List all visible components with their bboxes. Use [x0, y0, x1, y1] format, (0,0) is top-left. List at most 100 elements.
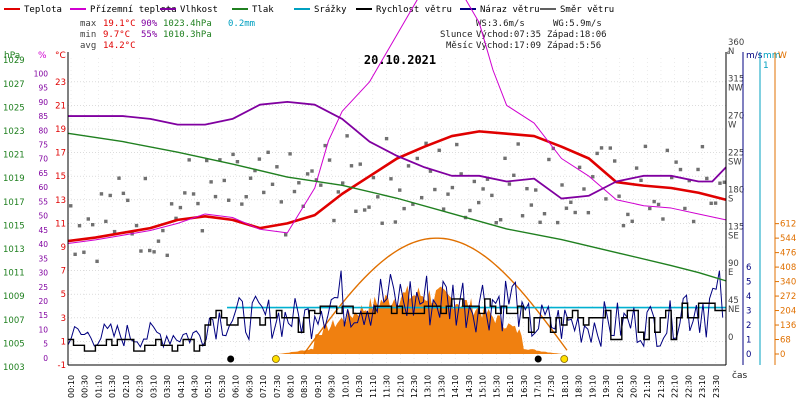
tick-humidity: 95 — [38, 84, 48, 93]
legend-label: Směr větru — [560, 5, 614, 15]
tick-time: 15:10 — [479, 375, 488, 398]
wind-direction-point — [288, 152, 292, 156]
wind-direction-point — [481, 187, 485, 191]
wind-direction-point — [231, 152, 235, 157]
wind-direction-point — [674, 160, 678, 164]
wind-direction-point — [560, 183, 564, 187]
wind-direction-point — [450, 185, 455, 190]
wind-direction-point — [512, 173, 516, 177]
wind-direction-point — [411, 202, 415, 206]
wind-direction-point — [534, 188, 538, 192]
tick-solar: 136 — [780, 321, 796, 331]
series-line-vlhkost — [68, 100, 727, 200]
tick-time: 05:30 — [218, 375, 227, 398]
wind-direction-point — [437, 148, 441, 153]
wind-direction-point — [191, 192, 196, 196]
tick-pressure: 1019 — [3, 174, 25, 184]
stats-block: max 19.1°C 90% 1023.4hPa 0.2mm min 9.7°C… — [80, 19, 255, 51]
wind-direction-point — [402, 206, 406, 211]
wind-direction-point — [305, 172, 310, 176]
wind-direction-point — [634, 166, 639, 170]
wind-direction-point — [152, 250, 156, 254]
tick-time: 05:10 — [204, 375, 213, 398]
wind-direction-point — [520, 214, 525, 218]
wind-direction-point — [148, 248, 152, 253]
tick-labels: -113579111315171921231003100510071009101… — [3, 38, 796, 398]
wind-direction-point — [564, 206, 569, 210]
tick-time: 16:30 — [520, 375, 529, 398]
wind-direction-point — [86, 217, 90, 221]
wind-direction-point — [670, 175, 674, 180]
tick-temperature: -1 — [58, 361, 66, 371]
tick-wind-speed: 3 — [746, 307, 751, 317]
wind-direction-point — [424, 141, 428, 146]
tick-solar: 476 — [780, 249, 796, 259]
tick-temperature: 11 — [55, 219, 66, 229]
tick-temperature: 19 — [55, 125, 66, 135]
tick-time: 20:10 — [616, 375, 625, 398]
wind-direction-point — [656, 202, 661, 207]
wind-direction-point — [134, 223, 139, 228]
tick-temperature: 21 — [55, 101, 66, 111]
tick-time: 01:30 — [108, 375, 117, 398]
tick-time: 22:10 — [671, 375, 680, 398]
wind-direction-point — [643, 144, 648, 149]
wind-direction-point — [82, 250, 86, 254]
tick-wind-dir: 135 — [728, 222, 744, 232]
wind-direction-point — [485, 177, 490, 181]
wind-direction-point — [713, 201, 718, 205]
tick-time: 00:30 — [81, 375, 90, 398]
tick-time: 23:10 — [698, 375, 707, 398]
tick-time: 09:30 — [328, 375, 337, 398]
legend-label: Teplota — [24, 5, 62, 15]
tick-time: 01:10 — [94, 375, 103, 398]
wind-direction-point — [332, 218, 336, 223]
tick-wind-speed: 6 — [746, 263, 751, 273]
tick-wind-speed: 1 — [746, 336, 751, 346]
tick-temperature: 9 — [61, 243, 66, 253]
tick-time: 19:30 — [602, 375, 611, 398]
wind-direction-point — [639, 178, 643, 183]
wind-direction-point — [310, 169, 314, 173]
wind-direction-point — [323, 143, 327, 148]
wind-direction-point — [279, 200, 284, 204]
tick-time: 23:30 — [712, 375, 721, 398]
wind-direction-point — [117, 176, 121, 180]
wind-direction-point — [433, 187, 437, 192]
tick-wind-speed: 2 — [746, 321, 751, 331]
wind-direction-point — [275, 165, 279, 169]
sun-moon-block: WS:3.6m/s WG:5.9m/s Slunce Východ:07:35 … — [440, 19, 607, 51]
legend-label: Vlhkost — [180, 5, 218, 15]
tick-pressure: 1005 — [3, 339, 25, 349]
tick-pressure: 1027 — [3, 80, 25, 90]
stats-avg-temp: 14.2°C — [103, 41, 136, 51]
wind-direction-point — [126, 198, 130, 203]
legend-label: Tlak — [252, 5, 274, 15]
axis-deg-label: ° — [726, 51, 731, 61]
tick-wind-dir-letter: SW — [728, 158, 742, 168]
wind-direction-point — [665, 148, 670, 153]
wind-direction-point — [183, 191, 187, 195]
wind-direction-point — [630, 219, 634, 224]
tick-time: 10:10 — [341, 375, 350, 398]
wind-direction-point — [358, 162, 362, 166]
wind-direction-point — [104, 219, 108, 224]
wind-direction-point — [270, 182, 275, 187]
tick-time: 21:30 — [657, 375, 666, 398]
wind-direction-point — [547, 157, 551, 162]
tick-time: 16:10 — [506, 375, 515, 398]
wind-direction-point — [178, 205, 183, 210]
tick-humidity: 75 — [38, 141, 48, 150]
tick-humidity: 40 — [38, 240, 48, 249]
tick-time: 17:10 — [533, 375, 542, 398]
axis-hpa-label: hPa — [4, 51, 20, 61]
stats-max-hum: 90% — [141, 19, 158, 29]
tick-pressure: 1009 — [3, 292, 25, 302]
axis-mm-label: mm — [763, 51, 781, 61]
wind-direction-point — [621, 223, 626, 228]
wind-direction-point — [354, 209, 358, 213]
tick-wind-dir-letter: NE — [728, 305, 740, 315]
tick-time: 12:30 — [410, 375, 419, 398]
series-line-tlak — [67, 132, 727, 282]
wind-direction-point — [503, 156, 507, 161]
